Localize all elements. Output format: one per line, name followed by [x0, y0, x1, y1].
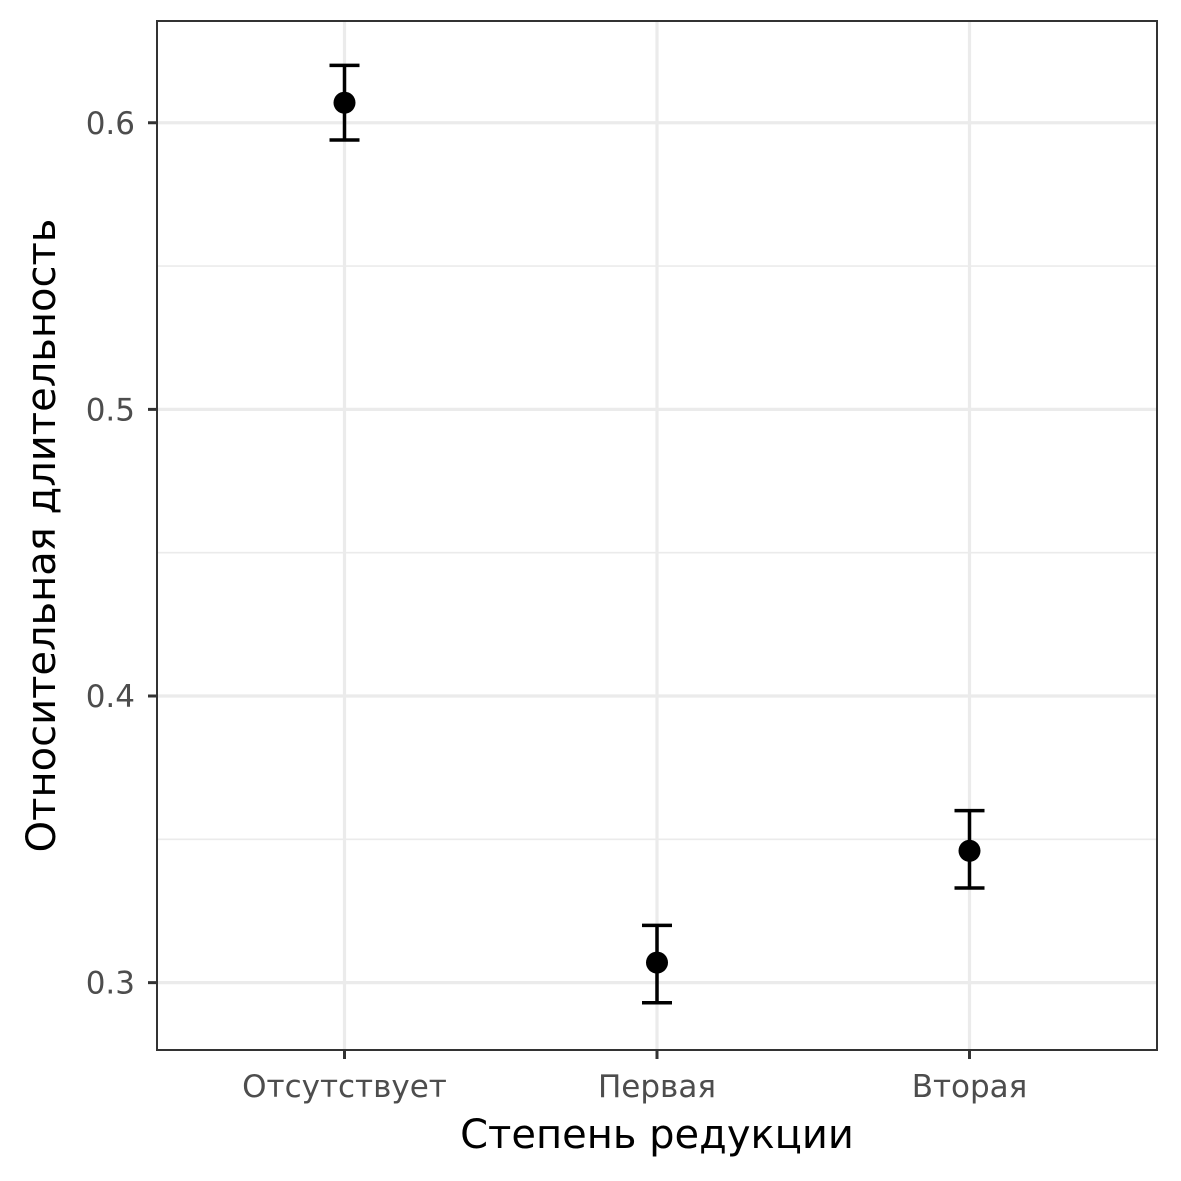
y-tick-label: 0.4 — [86, 679, 135, 715]
y-axis-title: Относительная длительность — [19, 219, 65, 853]
y-tick-label: 0.3 — [86, 966, 135, 1002]
y-tick-label: 0.6 — [86, 106, 135, 142]
y-tick-label: 0.5 — [86, 392, 135, 428]
grid-lines — [157, 21, 1157, 1050]
data-marks — [329, 63, 985, 1005]
data-point — [958, 839, 981, 862]
axes: 0.3 0.4 0.5 0.6 Отсутствует Первая Вторая — [86, 106, 1028, 1105]
x-tick-label: Вторая — [912, 1069, 1028, 1105]
data-point — [333, 91, 356, 114]
x-axis-title: Степень редукции — [460, 1112, 854, 1158]
x-tick-label: Отсутствует — [242, 1069, 447, 1105]
x-tick-label: Первая — [598, 1069, 716, 1105]
data-point — [646, 951, 668, 974]
